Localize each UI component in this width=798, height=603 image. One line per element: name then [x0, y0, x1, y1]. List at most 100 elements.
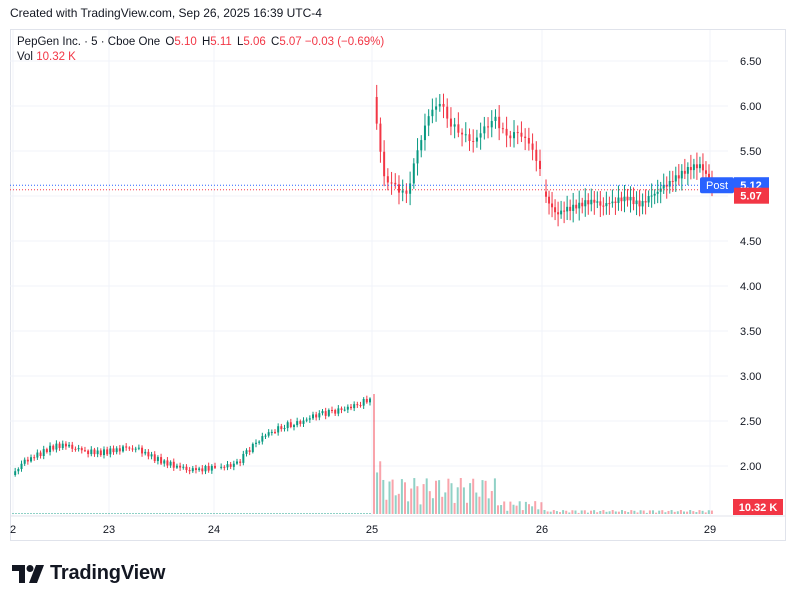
- volume-bar: [661, 510, 664, 514]
- volume-bar: [81, 513, 83, 514]
- candle-body: [239, 461, 242, 463]
- volume-bar: [586, 512, 589, 514]
- candle-body: [365, 398, 368, 403]
- candle-body: [83, 450, 86, 452]
- candle-body: [490, 120, 493, 128]
- candle-body: [261, 436, 264, 442]
- volume-bar: [413, 478, 416, 514]
- volume-bar: [369, 513, 371, 514]
- volume-bar: [574, 510, 577, 514]
- volume-bar: [21, 513, 23, 514]
- volume-bar: [689, 510, 692, 514]
- legend-volume-label: Vol: [17, 51, 33, 63]
- y-tick-label: 6.00: [740, 101, 761, 113]
- tradingview-brand: TradingView: [12, 562, 165, 585]
- candle-body: [620, 197, 623, 202]
- volume-bar: [54, 513, 56, 514]
- volume-bar: [645, 512, 648, 514]
- candle-body: [569, 206, 572, 211]
- volume-bar: [204, 513, 206, 514]
- volume-bar: [599, 510, 602, 514]
- volume-bar: [531, 506, 534, 514]
- candle-body: [692, 164, 695, 171]
- candle-body: [501, 128, 504, 130]
- candle-body: [245, 450, 248, 454]
- candle-body: [172, 461, 175, 468]
- volume-bar: [400, 479, 403, 514]
- candle-body: [539, 160, 541, 169]
- legend-close-value: 5.07: [279, 36, 302, 48]
- candle-body: [626, 196, 629, 201]
- volume-bar: [593, 510, 596, 514]
- volume-bar: [141, 513, 143, 514]
- candle-body: [587, 200, 590, 205]
- candle-body: [405, 190, 408, 194]
- legend-high-value: 5.11: [210, 36, 232, 48]
- volume-bar: [129, 513, 131, 514]
- volume-bar: [48, 513, 50, 514]
- candle-body: [701, 164, 704, 171]
- volume-bar: [679, 510, 682, 514]
- volume-bar: [605, 511, 608, 514]
- volume-bar: [490, 491, 493, 514]
- volume-bar: [636, 512, 639, 514]
- volume-bar: [252, 513, 254, 514]
- volume-bar: [159, 513, 161, 514]
- candle-body: [659, 188, 662, 192]
- x-tick-label: 29: [704, 524, 716, 536]
- legend-volume-value: 10.32 K: [36, 51, 76, 63]
- candle-body: [383, 151, 386, 177]
- post-label-badge: [700, 177, 734, 194]
- candle-body: [401, 190, 404, 193]
- candle-body: [427, 116, 430, 126]
- volume-bar: [282, 513, 284, 514]
- candle-body: [632, 196, 635, 205]
- candle-body: [554, 207, 557, 213]
- candle-body: [698, 164, 701, 169]
- candle-body: [468, 134, 471, 141]
- candle-body: [635, 200, 638, 205]
- volume-bar: [165, 513, 167, 514]
- candle-body: [52, 445, 55, 450]
- created-with-text: Created with TradingView.com, Sep 26, 20…: [10, 6, 322, 20]
- candle-body: [293, 425, 295, 427]
- candle-body: [665, 184, 668, 187]
- candle-body: [26, 459, 29, 462]
- candle-body: [68, 444, 71, 447]
- legend-low-label: L: [237, 36, 244, 48]
- x-tick-label: 26: [536, 524, 548, 536]
- x-tick-label: 23: [103, 524, 115, 536]
- legend-volume-row: Vol 10.32 K: [17, 50, 384, 65]
- volume-bar: [219, 513, 221, 514]
- candle-body: [242, 453, 245, 463]
- candle-body: [33, 457, 36, 459]
- volume-bar: [183, 513, 185, 514]
- candle-body: [61, 443, 64, 448]
- volume-badge-text: 10.32 K: [739, 502, 778, 514]
- candle-body: [695, 164, 698, 169]
- volume-bar: [382, 479, 385, 514]
- volume-bar: [33, 513, 35, 514]
- volume-bar: [240, 513, 242, 514]
- volume-bar: [249, 513, 251, 514]
- volume-bar: [309, 513, 311, 514]
- volume-bar: [472, 478, 475, 514]
- candle-body: [614, 201, 617, 203]
- candle-body: [305, 419, 308, 421]
- candle-body: [223, 466, 226, 468]
- volume-bar: [291, 513, 293, 514]
- candle-body: [475, 137, 478, 142]
- candle-body: [169, 461, 172, 466]
- volume-bar: [198, 513, 200, 514]
- candle-body: [45, 449, 48, 453]
- volume-bar: [345, 513, 347, 514]
- volume-bar: [493, 478, 496, 514]
- volume-bar: [270, 513, 272, 514]
- volume-bar: [447, 478, 450, 514]
- volume-bar: [695, 512, 698, 514]
- volume-bar: [664, 512, 667, 514]
- candle-body: [461, 132, 464, 135]
- candle-body: [102, 449, 105, 456]
- candle-body: [308, 418, 311, 420]
